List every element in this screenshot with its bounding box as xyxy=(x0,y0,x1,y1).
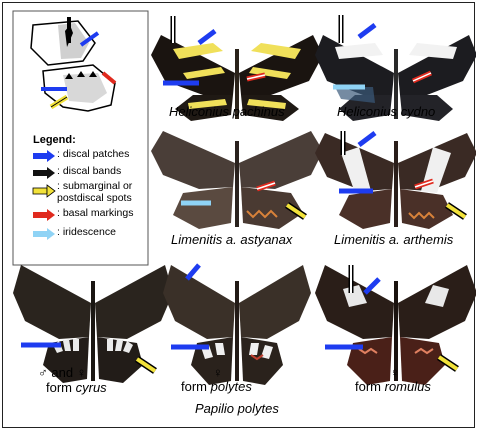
legend-label: : iridescence xyxy=(57,226,116,238)
label-p-romulus-line1: ♀ xyxy=(390,365,400,380)
label-l-arthemis: Limenitis a. arthemis xyxy=(334,232,454,247)
butterfly-l-astyanax xyxy=(151,131,323,229)
legend-arrow-cyan xyxy=(33,228,55,240)
legend-schematic-wings xyxy=(30,17,117,112)
label-h-pachinus: Heliconius pachinus xyxy=(169,104,285,119)
figure-frame: Legend: : discal patches : discal bands … xyxy=(2,2,476,428)
label-papilio-polytes: Papilio polytes xyxy=(195,401,279,416)
legend-arrow-blue xyxy=(33,150,55,162)
label-p-cyrus-line2: form cyrus xyxy=(46,380,107,395)
butterfly-p-romulus xyxy=(315,265,476,385)
legend-label: : discal patches xyxy=(57,148,130,160)
label-p-polytes-line1: ♀ xyxy=(213,365,223,380)
legend-arrow-red xyxy=(33,209,55,221)
butterfly-figure xyxy=(12,10,476,385)
label-p-cyrus-line1: ♂ and ♀ xyxy=(38,365,87,380)
label-p-polytes-line2: form polytes xyxy=(181,379,252,394)
butterfly-l-arthemis xyxy=(315,131,476,229)
butterfly-h-pachinus xyxy=(151,16,323,121)
legend-title: Legend: xyxy=(33,134,76,146)
butterfly-p-polytes xyxy=(163,263,311,385)
legend-label-line2: postdiscal spots xyxy=(57,192,132,204)
legend-arrow-black xyxy=(33,167,55,179)
label-p-romulus-line2: form romulus xyxy=(355,379,431,394)
label-l-astyanax: Limenitis a. astyanax xyxy=(171,232,293,247)
legend-label: : discal bands xyxy=(57,165,122,177)
butterfly-p-cyrus xyxy=(13,265,173,383)
legend-arrow-yellow xyxy=(32,184,56,198)
butterfly-h-cydno xyxy=(315,15,476,121)
legend-label: : basal markings xyxy=(57,207,134,219)
label-h-cydno: Heliconius cydno xyxy=(337,104,436,119)
legend-label-line1: : submarginal or xyxy=(57,180,133,192)
